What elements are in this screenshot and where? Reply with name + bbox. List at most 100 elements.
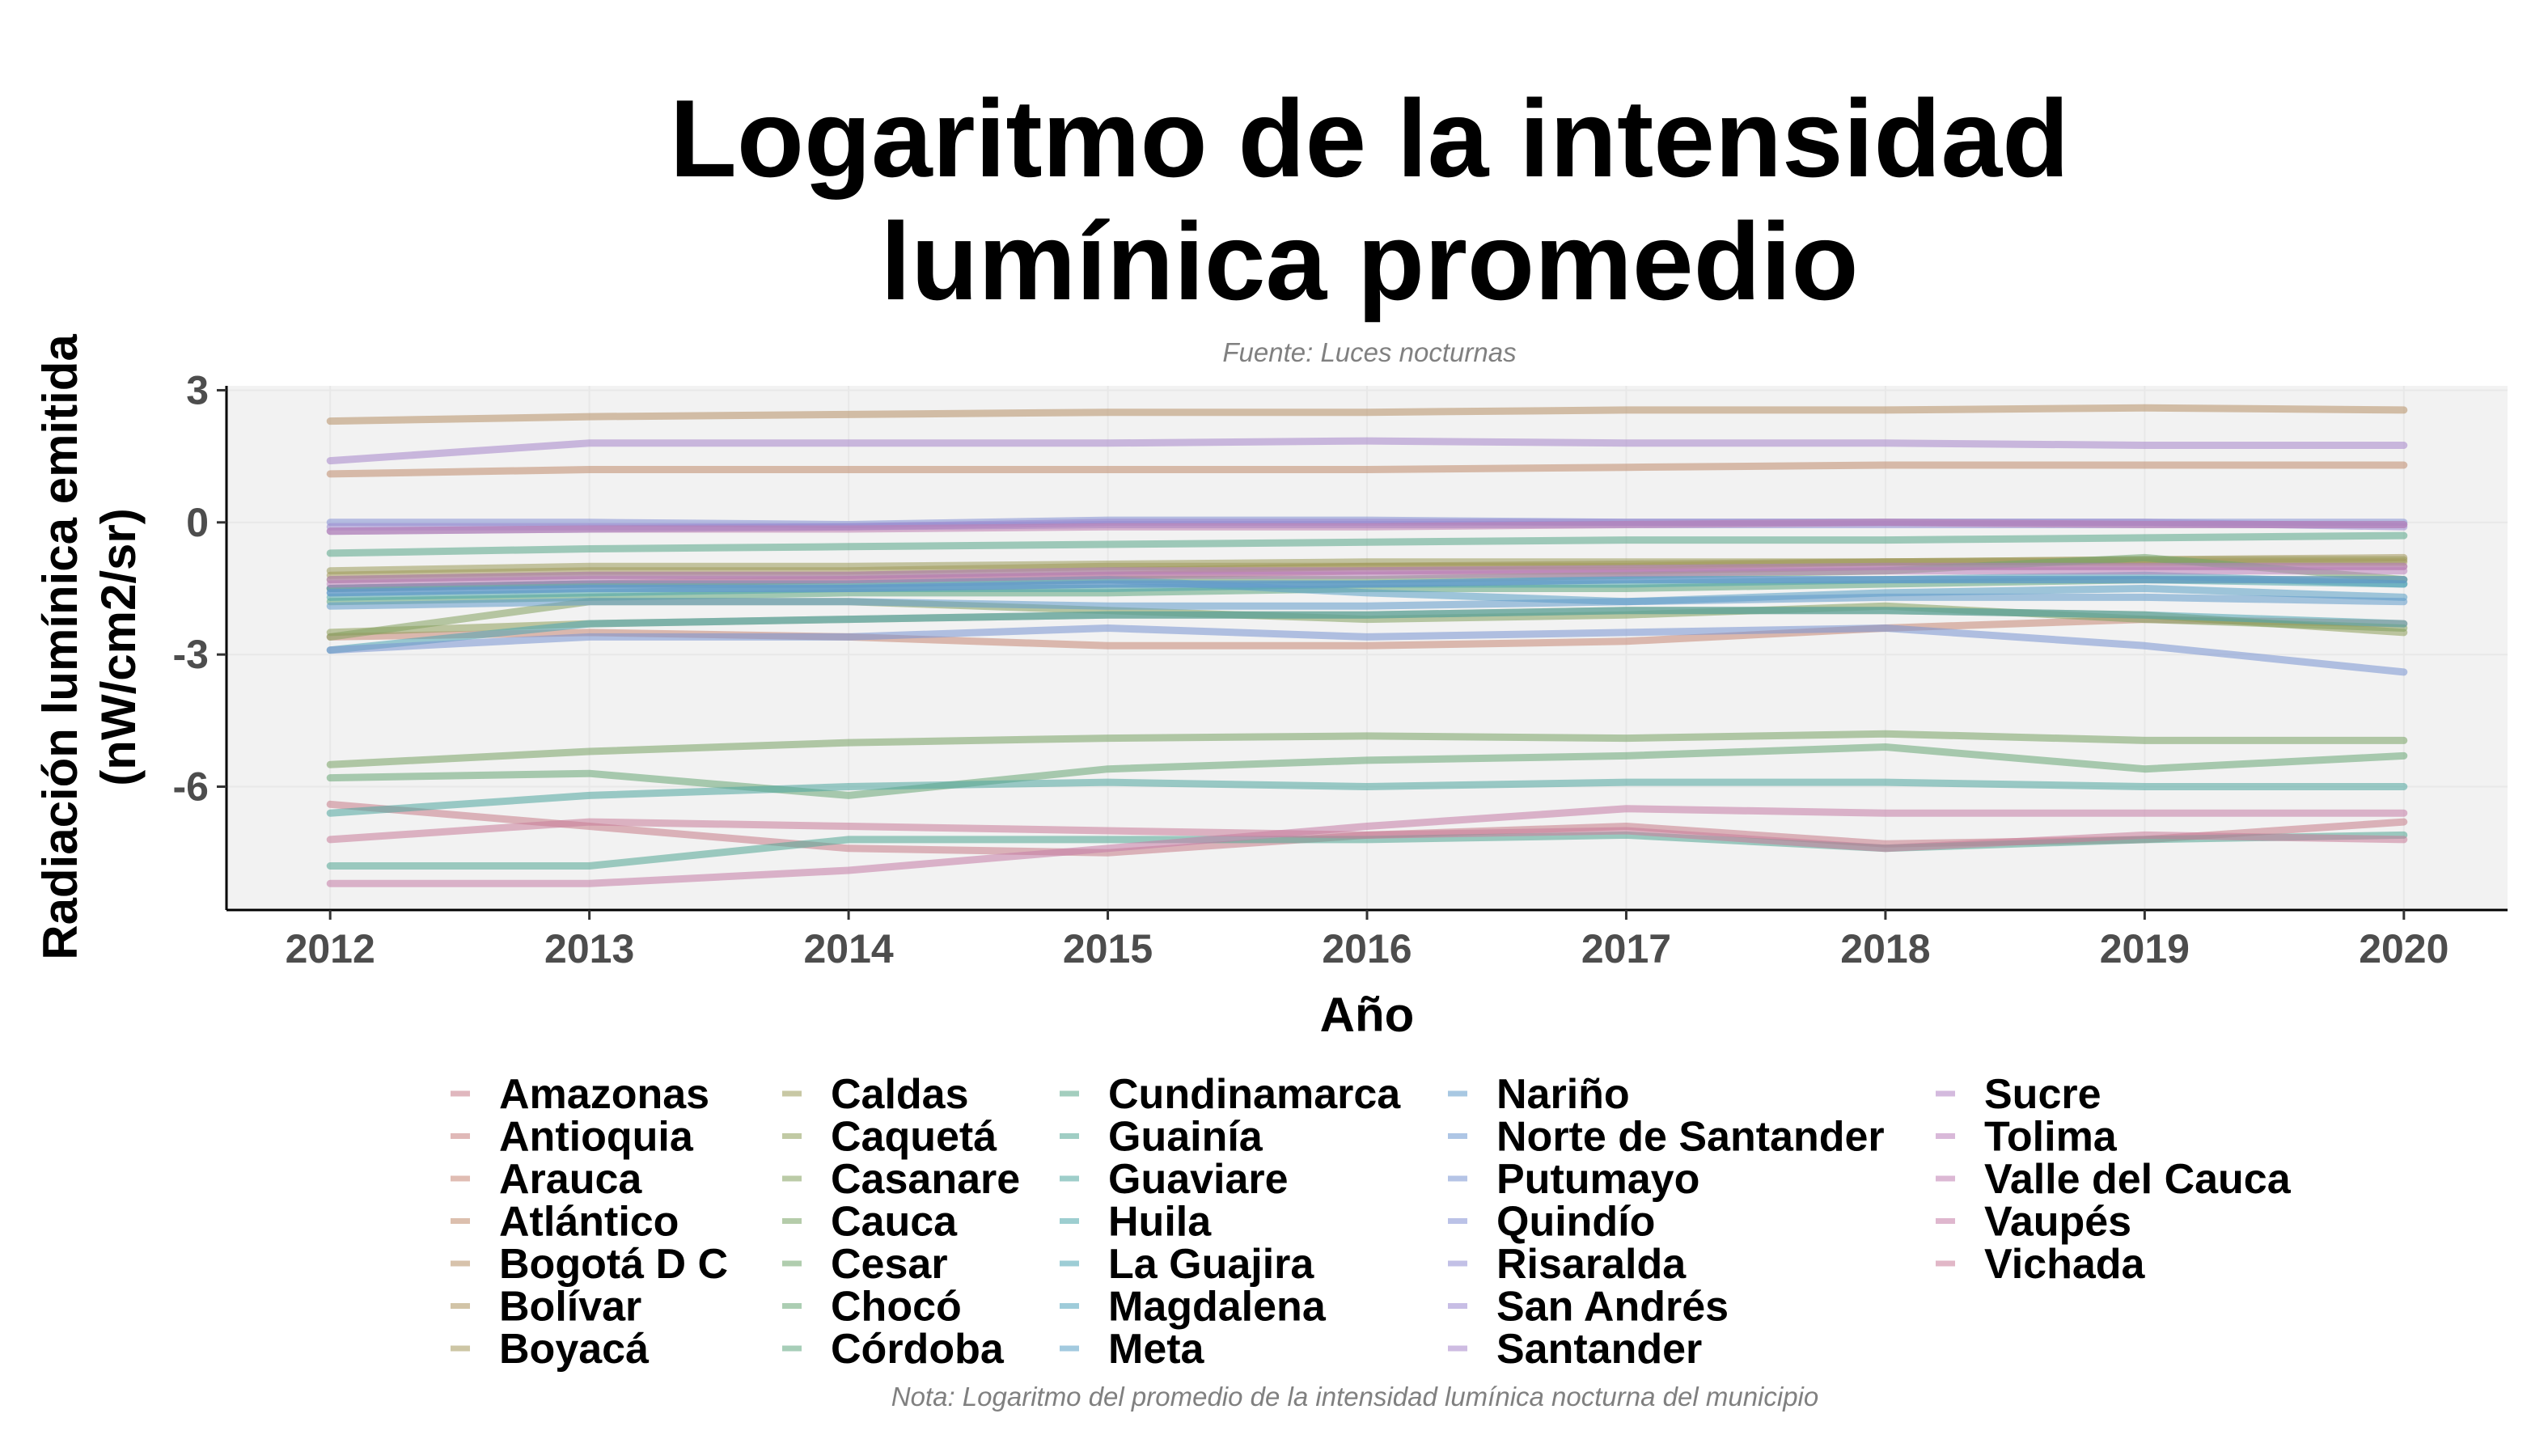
legend-item: Chocó xyxy=(782,1284,962,1331)
series-line-28 xyxy=(326,562,2408,584)
series-line-18 xyxy=(326,607,2408,654)
y-axis-title-line-1: Radiación lumínica emitida xyxy=(33,334,87,960)
legend-item: Santander xyxy=(1448,1326,1702,1373)
chart-subtitle: Fuente: Luces nocturnas xyxy=(1222,337,1516,367)
chart-title-line-1: Logaritmo de la intensidad xyxy=(670,77,2069,200)
chart-title: Logaritmo de la intensidad lumínica prom… xyxy=(670,77,2069,323)
legend-item: Casanare xyxy=(782,1156,1020,1203)
series-line-4 xyxy=(326,404,2408,425)
legend-item: Caldas xyxy=(782,1071,969,1118)
legend-label: La Guajira xyxy=(1108,1241,1314,1288)
legend-label: Boyacá xyxy=(499,1326,650,1373)
legend-label: Guaviare xyxy=(1108,1156,1289,1203)
legend-item: Cesar xyxy=(782,1241,948,1288)
legend-label: San Andrés xyxy=(1496,1284,1729,1331)
series-line-16 xyxy=(326,778,2408,817)
legend-item: Vaupés xyxy=(1936,1199,2131,1246)
legend-item: Atlántico xyxy=(451,1199,679,1246)
x-tick-label: 2012 xyxy=(286,926,375,971)
y-tick-label: -6 xyxy=(173,764,209,810)
series-line-10 xyxy=(326,730,2408,768)
legend-item: Risaralda xyxy=(1448,1241,1687,1288)
y-axis-title: Radiación lumínica emitida (nW/cm2/sr) xyxy=(33,334,146,960)
legend-item: Antioquia xyxy=(451,1114,694,1161)
legend-label: Risaralda xyxy=(1496,1241,1687,1288)
legend-label: Magdalena xyxy=(1108,1284,1327,1331)
x-axis-ticks: 2012 2013 2014 2015 2016 2017 2018 2019 2020 xyxy=(286,910,2449,971)
legend-item: Caquetá xyxy=(782,1114,997,1161)
legend-item: Huila xyxy=(1060,1199,1212,1246)
legend-item: Cundinamarca xyxy=(1060,1071,1401,1118)
legend-item: Guaviare xyxy=(1060,1156,1289,1203)
legend-item: San Andrés xyxy=(1448,1284,1729,1331)
legend-label: Cauca xyxy=(831,1199,958,1246)
legend-item: Boyacá xyxy=(451,1326,650,1373)
legend-label: Valle del Cauca xyxy=(1984,1156,2292,1203)
legend-item: Arauca xyxy=(451,1156,642,1203)
legend-item: Valle del Cauca xyxy=(1936,1156,2292,1203)
series-lines xyxy=(326,404,2408,887)
series-line-12 xyxy=(326,743,2408,799)
legend-label: Caquetá xyxy=(831,1114,997,1161)
legend-item: Nariño xyxy=(1448,1071,1630,1118)
legend-label: Bogotá D C xyxy=(499,1241,728,1288)
series-line-23 xyxy=(326,624,2408,676)
legend-label: Guainía xyxy=(1108,1114,1263,1161)
x-tick-label: 2017 xyxy=(1581,926,1671,971)
x-tick-label: 2015 xyxy=(1063,926,1153,971)
series-line-14 xyxy=(326,531,2408,557)
legend-item: Magdalena xyxy=(1060,1284,1327,1331)
legend-item: Meta xyxy=(1060,1326,1205,1373)
y-axis-ticks: 3 0 -3 -6 xyxy=(173,367,226,810)
y-tick-label: -3 xyxy=(173,632,209,677)
x-tick-label: 2014 xyxy=(803,926,893,971)
legend-item: Amazonas xyxy=(451,1071,709,1118)
series-line-20 xyxy=(326,576,2408,606)
legend-label: Atlántico xyxy=(499,1199,679,1246)
series-line-21 xyxy=(326,593,2408,610)
legend-label: Huila xyxy=(1108,1199,1212,1246)
series-line-22 xyxy=(326,576,2408,597)
legend-item: La Guajira xyxy=(1060,1241,1314,1288)
x-axis-title: Año xyxy=(1320,988,1415,1042)
legend-label: Casanare xyxy=(831,1156,1020,1203)
legend-label: Sucre xyxy=(1984,1071,2101,1118)
legend-label: Cundinamarca xyxy=(1108,1071,1401,1118)
legend-item: Putumayo xyxy=(1448,1156,1699,1203)
legend-item: Quindío xyxy=(1448,1199,1655,1246)
legend-label: Nariño xyxy=(1496,1071,1630,1118)
legend-label: Vaupés xyxy=(1984,1199,2131,1246)
legend-item: Bolívar xyxy=(451,1284,641,1331)
legend-label: Cesar xyxy=(831,1241,948,1288)
legend-item: Bogotá D C xyxy=(451,1241,728,1288)
legend-label: Córdoba xyxy=(831,1326,1005,1373)
series-line-32 xyxy=(326,818,2408,853)
legend-label: Quindío xyxy=(1496,1199,1655,1246)
legend-label: Meta xyxy=(1108,1326,1205,1373)
legend-item: Sucre xyxy=(1936,1071,2101,1118)
legend-label: Tolima xyxy=(1984,1114,2118,1161)
legend-label: Caldas xyxy=(831,1071,969,1118)
x-tick-label: 2013 xyxy=(544,926,634,971)
series-line-3 xyxy=(326,461,2408,478)
y-axis-title-line-2: (nW/cm2/sr) xyxy=(91,508,146,785)
chart-title-line-2: lumínica promedio xyxy=(880,200,1858,323)
chart-caption: Nota: Logaritmo del promedio de la inten… xyxy=(891,1382,1819,1412)
y-tick-label: 0 xyxy=(186,500,209,545)
series-line-30 xyxy=(326,518,2408,535)
legend-label: Norte de Santander xyxy=(1496,1114,1885,1161)
legend-label: Bolívar xyxy=(499,1284,641,1331)
legend-label: Chocó xyxy=(831,1284,962,1331)
series-line-29 xyxy=(326,567,2408,588)
legend-label: Arauca xyxy=(499,1156,642,1203)
x-tick-label: 2019 xyxy=(2100,926,2190,971)
legend-item: Cauca xyxy=(782,1199,958,1246)
legend-item: Guainía xyxy=(1060,1114,1263,1161)
legend-item: Córdoba xyxy=(782,1326,1005,1373)
y-tick-label: 3 xyxy=(186,367,209,413)
x-tick-label: 2020 xyxy=(2359,926,2449,971)
legend-label: Amazonas xyxy=(499,1071,709,1118)
legend-item: Tolima xyxy=(1936,1114,2118,1161)
